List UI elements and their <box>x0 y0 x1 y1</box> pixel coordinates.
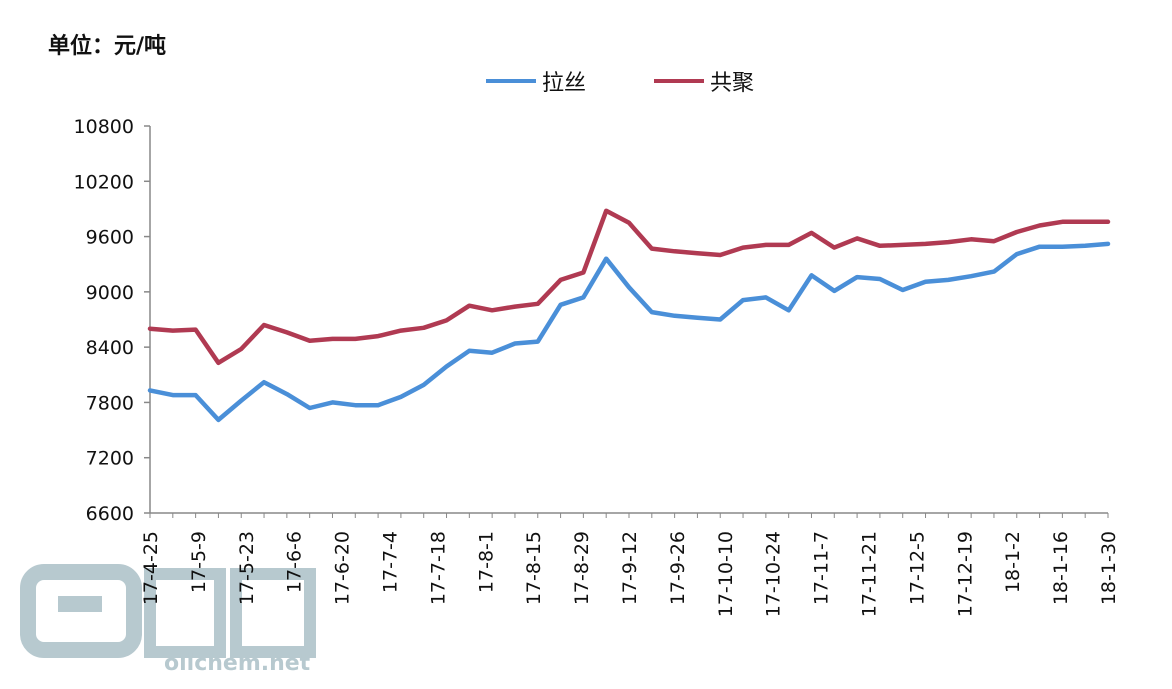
x-tick-label: 18-1-30 <box>1098 531 1120 605</box>
y-tick-label: 9600 <box>86 227 134 249</box>
x-tick-label: 17-12-5 <box>906 531 928 605</box>
y-tick-label: 10200 <box>74 171 134 193</box>
x-tick-label: 17-8-1 <box>475 531 497 593</box>
legend-swatch-series-1 <box>486 79 536 83</box>
y-tick-label: 6600 <box>86 503 134 525</box>
unit-label: 单位：元/吨 <box>48 34 167 59</box>
series-lines <box>147 208 1111 423</box>
x-tick-label: 17-9-26 <box>667 531 689 605</box>
legend-label-series-1: 拉丝 <box>542 71 587 96</box>
x-tick-label: 17-6-20 <box>332 531 354 605</box>
x-tick-label: 17-8-15 <box>523 531 545 605</box>
x-tick-label: 17-10-10 <box>715 531 737 617</box>
x-tick-label: 17-9-12 <box>619 531 641 605</box>
x-tick-label: 18-1-16 <box>1050 531 1072 605</box>
x-tick-label: 17-10-24 <box>763 531 785 617</box>
y-tick-label: 7200 <box>86 448 134 470</box>
y-tick-label: 10800 <box>74 116 134 138</box>
series-line-1 <box>147 241 1111 423</box>
x-tick-label: 17-7-18 <box>427 531 449 605</box>
x-tick-label: 17-8-29 <box>571 531 593 605</box>
x-tick-label: 17-12-19 <box>954 531 976 617</box>
legend-item-series-1: 拉丝 <box>486 66 586 96</box>
legend-swatch-series-2 <box>654 79 704 83</box>
x-tick-label: 17-7-4 <box>380 531 402 593</box>
x-tick-label: 17-4-25 <box>140 531 162 605</box>
axes: 6600 7200 7800 8400 9000 9600 10200 10800 17-4-2… <box>74 116 1120 617</box>
series-line-2 <box>147 208 1111 366</box>
x-tick-label: 17-5-9 <box>188 531 210 593</box>
legend-item-series-2: 共聚 <box>654 66 754 96</box>
y-tick-label: 9000 <box>86 282 134 304</box>
y-tick-label: 8400 <box>86 337 134 359</box>
x-tick-label: 17-6-6 <box>284 531 306 593</box>
x-tick-label: 17-5-23 <box>236 531 258 605</box>
x-tick-label: 17-11-21 <box>859 531 881 617</box>
legend-label-series-2: 共聚 <box>710 71 755 96</box>
x-tick-label: 17-11-7 <box>811 531 833 605</box>
y-tick-label: 7800 <box>86 392 134 414</box>
legend: 拉丝 共聚 <box>0 66 1172 96</box>
x-tick-label: 18-1-2 <box>1002 531 1024 593</box>
watermark-text: oilchem.net <box>164 651 311 676</box>
watermark-logo <box>20 564 316 658</box>
